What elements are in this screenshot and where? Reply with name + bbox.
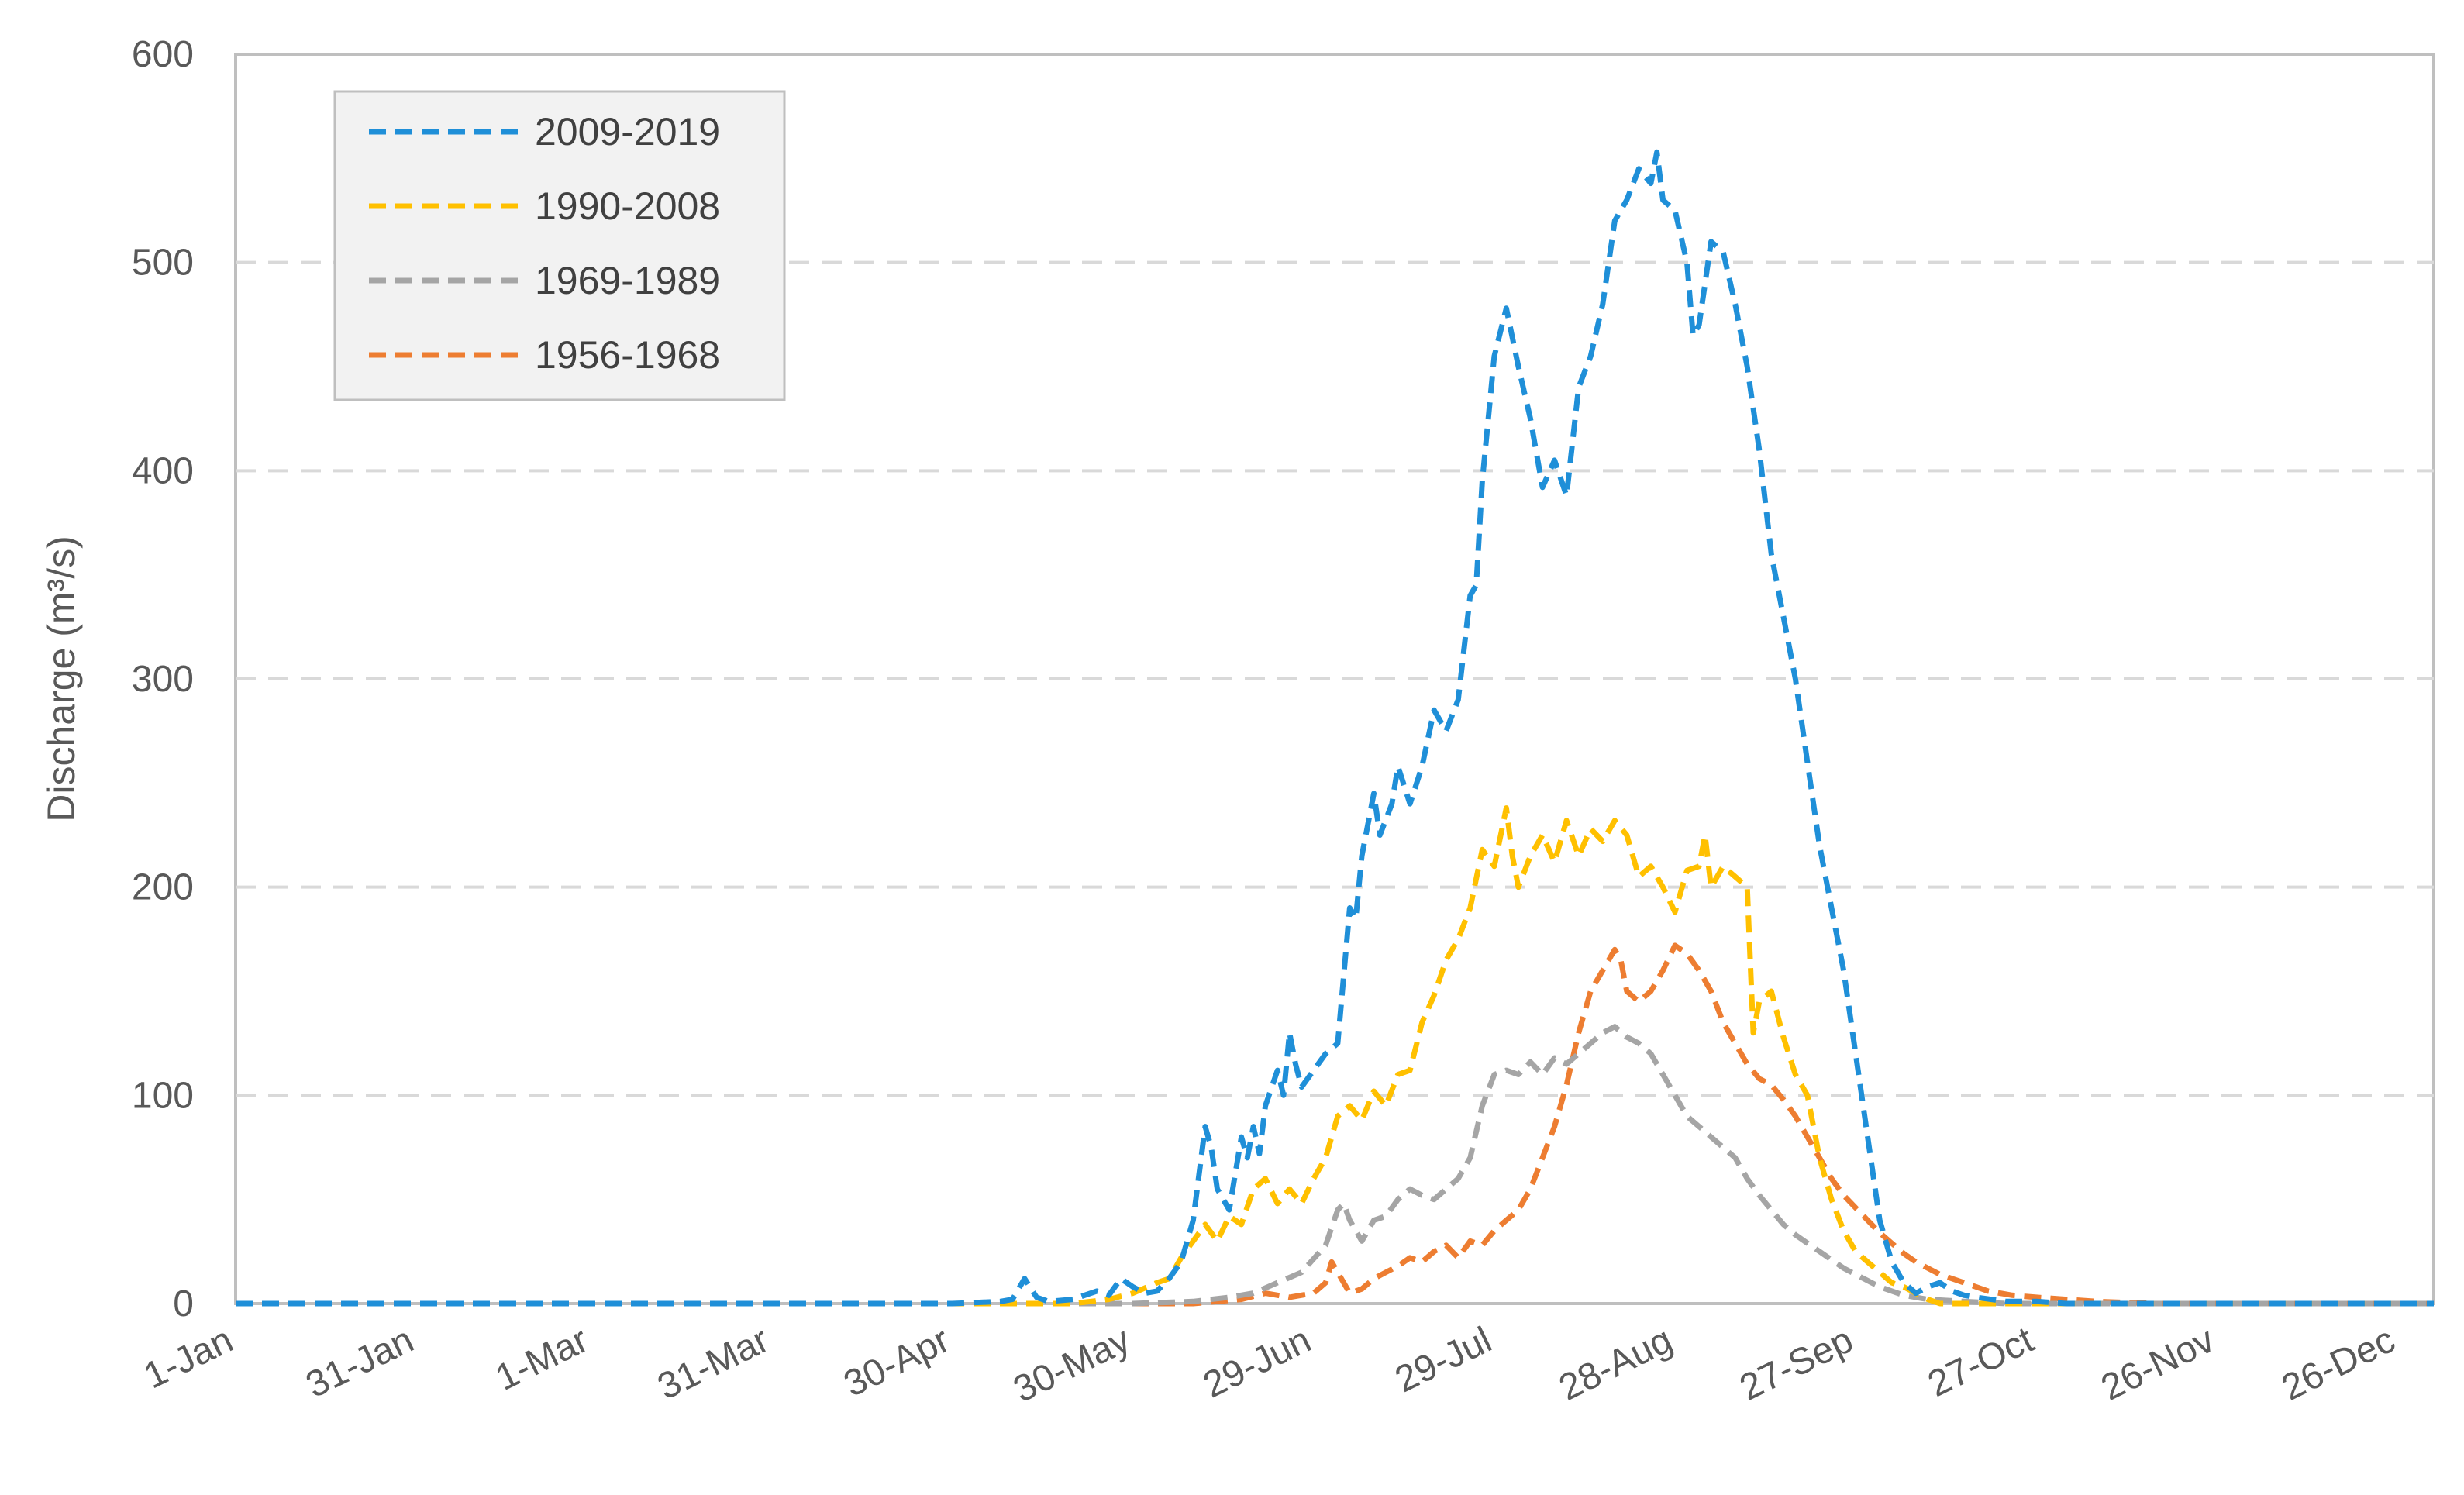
x-tick-label-28-Aug: 28-Aug bbox=[1552, 1319, 1678, 1408]
y-tick-label-600: 600 bbox=[132, 34, 194, 75]
x-tick-label-30-May: 30-May bbox=[1007, 1319, 1136, 1411]
x-tick-label-26-Dec: 26-Dec bbox=[2276, 1319, 2401, 1408]
x-tick-label-31-Mar: 31-Mar bbox=[651, 1319, 775, 1407]
y-tick-label-500: 500 bbox=[132, 243, 194, 284]
x-tick-label-29-Jun: 29-Jun bbox=[1197, 1319, 1317, 1406]
x-tick-label-26-Nov: 26-Nov bbox=[2095, 1319, 2221, 1408]
series-line-2009-2019 bbox=[236, 149, 2434, 1307]
legend-label-1990-2008: 1990-2008 bbox=[535, 184, 720, 228]
y-tick-label-200: 200 bbox=[132, 867, 194, 908]
legend: 2009-2019 1990-2008 1969-1989 1956-1968 bbox=[333, 90, 786, 401]
y-tick-label-100: 100 bbox=[132, 1075, 194, 1116]
series-lines bbox=[236, 149, 2434, 1307]
legend-label-1956-1968: 1956-1968 bbox=[535, 333, 720, 377]
series-line-1969-1989 bbox=[236, 1024, 2434, 1307]
x-tick-label-27-Oct: 27-Oct bbox=[1921, 1319, 2040, 1405]
y-axis-ticks: 0 100 200 300 400 500 600 bbox=[132, 34, 194, 1324]
series-line-1990-2008 bbox=[236, 805, 2434, 1307]
y-tick-label-300: 300 bbox=[132, 659, 194, 700]
x-tick-label-1-Jan: 1-Jan bbox=[138, 1319, 240, 1397]
legend-box bbox=[333, 90, 786, 401]
y-tick-label-0: 0 bbox=[173, 1283, 194, 1324]
y-tick-label-400: 400 bbox=[132, 450, 194, 491]
legend-label-2009-2019: 2009-2019 bbox=[535, 110, 720, 153]
x-tick-label-1-Mar: 1-Mar bbox=[489, 1319, 594, 1399]
x-tick-label-29-Jul: 29-Jul bbox=[1389, 1319, 1498, 1400]
y-axis-title: Discharge (m³/s) bbox=[40, 536, 83, 822]
x-tick-label-30-Apr: 30-Apr bbox=[838, 1319, 956, 1405]
legend-label-1969-1989: 1969-1989 bbox=[535, 259, 720, 302]
x-tick-label-31-Jan: 31-Jan bbox=[300, 1319, 420, 1406]
x-tick-label-27-Sep: 27-Sep bbox=[1734, 1319, 1859, 1408]
series-line-1956-1968 bbox=[236, 942, 2434, 1307]
x-axis-ticks: 1-Jan 31-Jan 1-Mar 31-Mar 30-Apr 30-May 29-Jun… bbox=[138, 1319, 2402, 1411]
